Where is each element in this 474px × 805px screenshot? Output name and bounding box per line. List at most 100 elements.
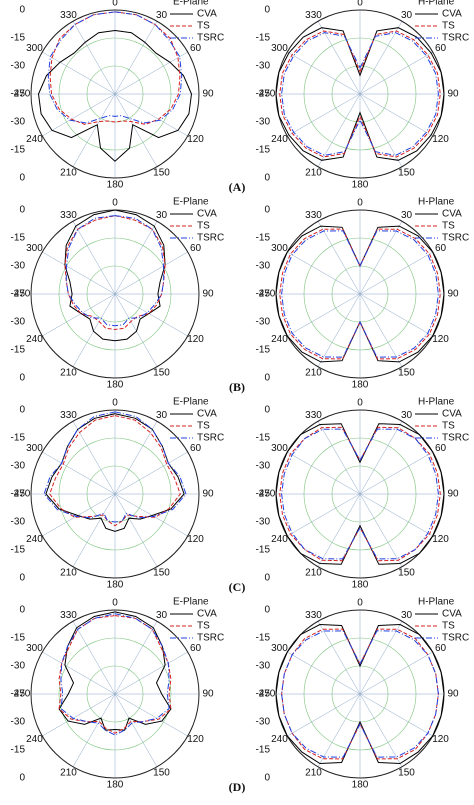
spoke bbox=[287, 451, 361, 495]
spoke bbox=[72, 493, 116, 567]
angle-tick-label: 30 bbox=[401, 210, 413, 221]
r-tick-label: -15 bbox=[11, 145, 26, 156]
angle-tick-label: 330 bbox=[60, 10, 77, 21]
pattern-line bbox=[47, 11, 183, 124]
spoke bbox=[72, 93, 116, 167]
angle-tick-label: 0 bbox=[112, 398, 118, 409]
legend-title: E-Plane bbox=[173, 0, 209, 8]
grid-circle bbox=[303, 37, 417, 151]
r-tick-label: -15 bbox=[256, 145, 271, 156]
angle-tick-label: 300 bbox=[26, 243, 43, 254]
angle-tick-label: 0 bbox=[112, 198, 118, 209]
angle-tick-label: 0 bbox=[357, 0, 363, 9]
angle-tick-label: 270 bbox=[259, 289, 276, 300]
angle-tick-label: 330 bbox=[305, 210, 322, 221]
spoke bbox=[359, 251, 433, 295]
spoke bbox=[317, 221, 361, 295]
pattern-line bbox=[37, 29, 193, 162]
pattern-line bbox=[275, 623, 445, 765]
angle-tick-label: 270 bbox=[259, 689, 276, 700]
pattern-line bbox=[281, 630, 439, 758]
legend-title: H-Plane bbox=[418, 397, 455, 408]
legend-title: E-Plane bbox=[173, 597, 209, 608]
angle-tick-label: 240 bbox=[271, 534, 288, 545]
legend-label: TS bbox=[197, 221, 210, 232]
spoke bbox=[317, 293, 361, 367]
angle-tick-label: 30 bbox=[156, 10, 168, 21]
r-tick-label: -30 bbox=[11, 317, 26, 328]
angle-tick-label: 210 bbox=[305, 567, 322, 578]
angle-tick-label: 60 bbox=[435, 643, 447, 654]
angle-tick-label: 90 bbox=[202, 289, 214, 300]
legend-label: TSRC bbox=[442, 33, 469, 44]
spoke bbox=[42, 693, 116, 737]
legend-label: CVA bbox=[442, 209, 462, 220]
r-tick-label: -15 bbox=[11, 745, 26, 756]
angle-tick-label: 240 bbox=[271, 134, 288, 145]
spoke bbox=[42, 293, 116, 337]
panel-label: (A) bbox=[229, 180, 246, 194]
grid-circle bbox=[30, 9, 200, 179]
legend-label: TSRC bbox=[442, 633, 469, 644]
spoke bbox=[114, 493, 188, 537]
r-tick-label: 0 bbox=[19, 405, 25, 416]
pattern-line bbox=[275, 423, 445, 565]
legend-label: CVA bbox=[442, 409, 462, 420]
pattern-line bbox=[49, 11, 181, 125]
angle-tick-label: 300 bbox=[271, 43, 288, 54]
r-tick-label: 0 bbox=[264, 405, 270, 416]
angle-tick-label: 150 bbox=[153, 367, 170, 378]
spoke bbox=[359, 493, 403, 567]
spoke bbox=[42, 51, 116, 95]
spoke bbox=[72, 21, 116, 95]
r-tick-label: -45 bbox=[11, 289, 26, 300]
spoke bbox=[114, 693, 188, 737]
spoke bbox=[287, 493, 361, 537]
legend-label: TSRC bbox=[442, 233, 469, 244]
legend-label: TS bbox=[197, 21, 210, 32]
angle-tick-label: 180 bbox=[107, 580, 124, 591]
pattern-line bbox=[279, 426, 441, 562]
angle-tick-label: 150 bbox=[153, 567, 170, 578]
spoke bbox=[359, 693, 433, 737]
spoke bbox=[72, 693, 116, 767]
grid-circle bbox=[58, 237, 172, 351]
legend-label: TSRC bbox=[197, 33, 224, 44]
spoke bbox=[114, 421, 158, 495]
spoke bbox=[317, 21, 361, 95]
angle-tick-label: 90 bbox=[202, 489, 214, 500]
angle-tick-label: 150 bbox=[398, 367, 415, 378]
angle-tick-label: 330 bbox=[60, 410, 77, 421]
legend-label: TS bbox=[442, 421, 455, 432]
spoke bbox=[359, 93, 433, 137]
spoke bbox=[72, 293, 116, 367]
spoke bbox=[287, 651, 361, 695]
legend-title: H-Plane bbox=[418, 197, 455, 208]
angle-tick-label: 60 bbox=[190, 443, 202, 454]
angle-tick-label: 270 bbox=[259, 89, 276, 100]
r-tick-label: -30 bbox=[11, 661, 26, 672]
angle-tick-label: 150 bbox=[398, 767, 415, 778]
angle-tick-label: 210 bbox=[305, 367, 322, 378]
spoke bbox=[359, 93, 403, 167]
pattern-line bbox=[60, 613, 170, 736]
angle-tick-label: 300 bbox=[26, 43, 43, 54]
r-tick-label: -30 bbox=[256, 461, 271, 472]
grid-circle bbox=[331, 465, 389, 523]
r-tick-label: -15 bbox=[11, 33, 26, 44]
legend-title: E-Plane bbox=[173, 397, 209, 408]
grid-circle bbox=[86, 665, 144, 723]
legend-label: CVA bbox=[442, 9, 462, 20]
angle-tick-label: 180 bbox=[107, 180, 124, 191]
angle-tick-label: 60 bbox=[190, 243, 202, 254]
r-tick-label: -30 bbox=[11, 117, 26, 128]
r-tick-label: -45 bbox=[256, 89, 271, 100]
angle-tick-label: 150 bbox=[153, 167, 170, 178]
r-tick-label: -45 bbox=[256, 689, 271, 700]
spoke bbox=[359, 293, 433, 337]
legend-label: TSRC bbox=[197, 433, 224, 444]
angle-tick-label: 30 bbox=[401, 10, 413, 21]
pattern-line bbox=[281, 230, 439, 358]
angle-tick-label: 30 bbox=[156, 610, 168, 621]
